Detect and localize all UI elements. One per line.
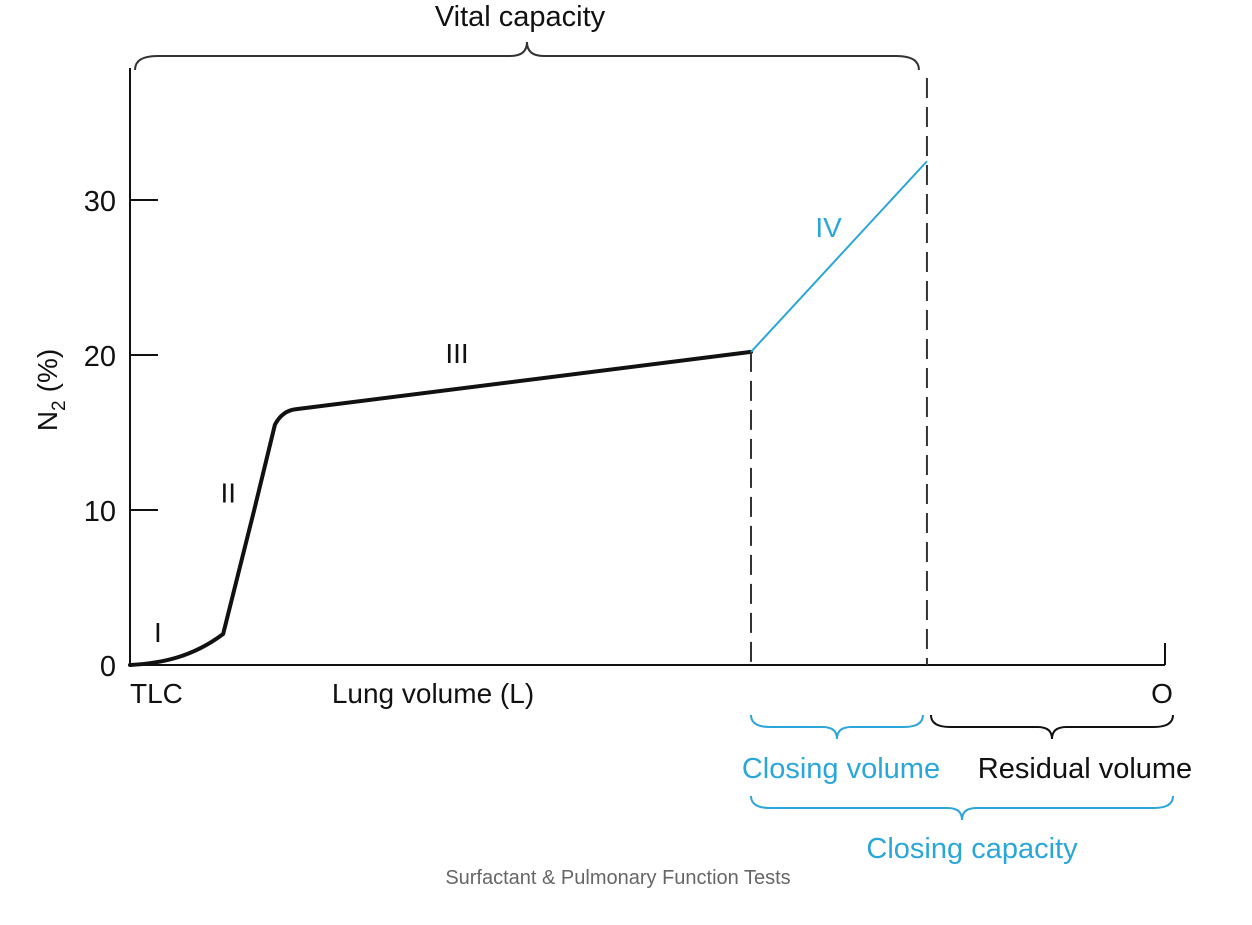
y-axis-title-subscript: 2 — [49, 400, 70, 411]
residual-volume-brace — [929, 714, 1174, 740]
phase-label-ii: II — [221, 477, 237, 508]
y-tick-label: 10 — [84, 496, 116, 528]
phase-label-iii: III — [445, 338, 468, 369]
y-axis-title-base: N — [32, 411, 63, 431]
closing-volume-brace — [750, 714, 924, 740]
caption-text: Surfactant & Pulmonary Function Tests — [445, 867, 790, 889]
vital-capacity-brace — [134, 41, 920, 71]
x-end-label: O — [1151, 678, 1173, 709]
residual-volume-label: Residual volume — [978, 753, 1192, 785]
y-tick-label: 30 — [84, 186, 116, 218]
closing-capacity-label: Closing capacity — [866, 833, 1078, 865]
y-tick-label: 20 — [84, 341, 116, 373]
x-start-label: TLC — [130, 678, 183, 709]
vital-capacity-label: Vital capacity — [435, 1, 606, 33]
phase-iv-line — [750, 160, 928, 353]
y-axis-title-unit: (%) — [32, 349, 63, 393]
closing-volume-label: Closing volume — [742, 753, 940, 785]
x-axis-title: Lung volume (L) — [332, 678, 534, 709]
y-axis-title: N2 (%) — [32, 349, 70, 431]
phase-i-iii-curve — [128, 349, 753, 667]
phase-label-iv: IV — [815, 212, 842, 243]
phase-label-i: I — [154, 617, 162, 648]
closing-capacity-brace — [750, 795, 1174, 821]
y-tick-label: 0 — [100, 651, 116, 683]
